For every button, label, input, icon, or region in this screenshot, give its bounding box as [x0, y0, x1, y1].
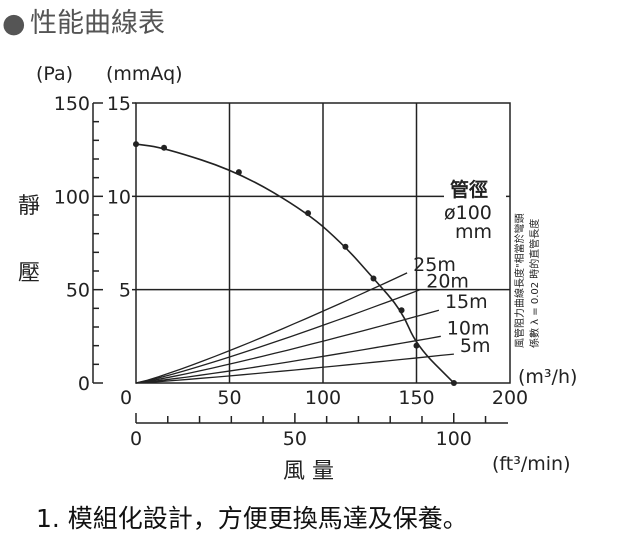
x-tick-label-cfm: 0	[130, 428, 142, 450]
side-note-line-1: 風管阻力曲線長度"相當於彎頭	[513, 213, 526, 348]
x-tick-label-m3h: 200	[492, 387, 528, 409]
y-tick-labels-pa: 0 50 100 150	[54, 93, 90, 395]
performance-point	[305, 210, 312, 217]
performance-point	[133, 141, 139, 148]
y-axis-pa	[92, 102, 103, 384]
duct-label-bg	[444, 176, 506, 242]
duct-line-25m	[135, 272, 408, 384]
x-tick-labels-m3h: 0 50 100 150 200	[120, 387, 528, 409]
duct-line-15m	[135, 309, 440, 384]
duct-line-label: 25m	[413, 254, 456, 276]
y-unit-left: (Pa)	[36, 63, 73, 85]
performance-points	[133, 141, 457, 386]
side-note-line-2: 係數 λ = 0.02 時的直管長度	[528, 219, 541, 348]
x-tick-label-cfm: 100	[436, 428, 472, 450]
chart-title: 性能曲線表	[30, 8, 165, 39]
x-axis-cfm	[135, 413, 508, 424]
x-tick-label-m3h: 0	[120, 387, 132, 409]
pa-tick-label: 50	[66, 280, 90, 302]
mmaq-tick-label: 15	[107, 93, 131, 115]
x-tick-label-m3h: 150	[398, 387, 434, 409]
performance-curve	[135, 143, 455, 384]
duct-diameter: ø100	[444, 202, 492, 224]
duct-line-10m	[135, 335, 441, 384]
performance-point	[342, 243, 349, 250]
x-unit-bottom: (ft³/min)	[492, 453, 570, 475]
y-tick-labels-mmaq: 5 10 15	[107, 93, 136, 302]
performance-point	[450, 380, 457, 386]
title-bullet-icon: ●	[2, 8, 26, 39]
y-label-char-2: 壓	[18, 261, 40, 286]
performance-point	[370, 275, 377, 282]
y-label-char-1: 靜	[18, 194, 40, 219]
duct-line-20m	[135, 289, 421, 384]
mmaq-tick-label: 5	[119, 280, 131, 302]
duct-line-5m	[135, 353, 454, 384]
duct-unit: mm	[455, 221, 492, 243]
pa-tick-label: 0	[78, 373, 90, 395]
duct-line-label: 15m	[445, 291, 488, 313]
x-tick-label-cfm: 50	[283, 428, 307, 450]
duct-label: 管徑	[450, 178, 488, 201]
x-label: 風 量	[283, 459, 334, 484]
duct-line-label: 20m	[426, 271, 469, 293]
x-tick-label-m3h: 50	[217, 387, 241, 409]
performance-point	[161, 144, 168, 151]
performance-point	[413, 342, 420, 349]
performance-point	[398, 307, 405, 314]
pa-tick-label: 150	[54, 93, 90, 115]
pa-tick-label: 100	[54, 186, 90, 208]
duct-line-label: 10m	[447, 317, 490, 339]
x-tick-labels-cfm: 0 50 100	[130, 428, 472, 450]
y-unit-right: (mmAq)	[106, 63, 183, 85]
x-unit-top: (m³/h)	[518, 366, 577, 388]
mmaq-tick-label: 10	[107, 186, 131, 208]
duct-line-label: 5m	[460, 335, 491, 357]
performance-point	[235, 169, 242, 176]
caption: 1. 模組化設計，方便更換馬達及保養。	[36, 504, 468, 533]
x-tick-label-m3h: 100	[305, 387, 341, 409]
